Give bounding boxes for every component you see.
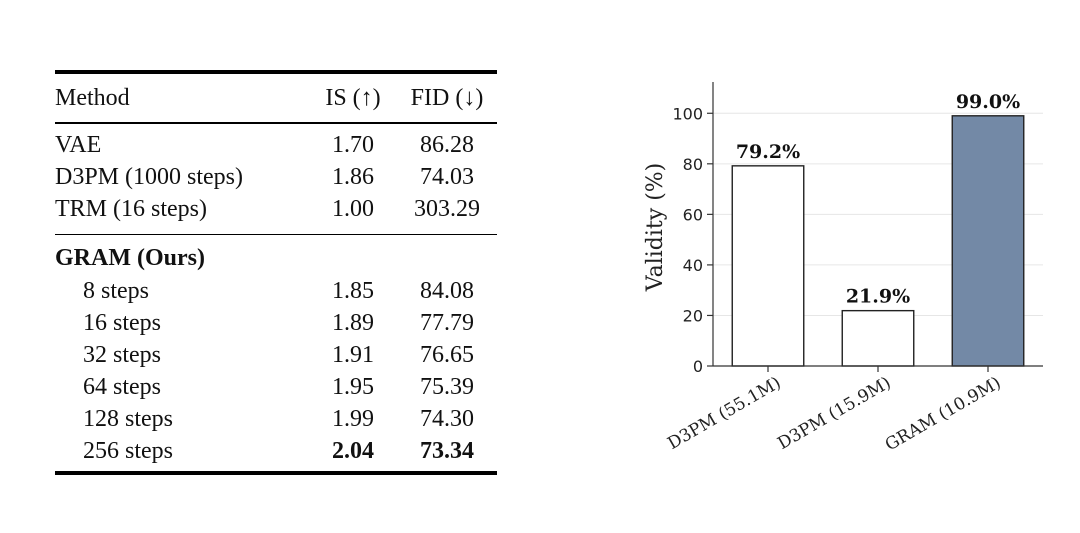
table-row: TRM (16 steps) 1.00 303.29 <box>55 194 497 226</box>
row-is: 1.89 <box>332 309 374 336</box>
y-tick-label: 80 <box>683 155 703 174</box>
row-fid: 74.30 <box>420 405 474 432</box>
bar <box>731 165 805 367</box>
x-tick-label: GRAM (10.9M) <box>882 373 1005 455</box>
row-fid: 77.79 <box>420 309 474 336</box>
row-method: 256 steps <box>83 437 173 464</box>
table-row: 256 steps 2.04 73.34 <box>55 435 497 467</box>
row-method: 128 steps <box>83 405 173 432</box>
table-row: 64 steps 1.95 75.39 <box>55 371 497 403</box>
group-label: GRAM (Ours) <box>55 244 205 271</box>
header-is: IS (↑) <box>325 84 381 111</box>
row-method: 16 steps <box>83 309 161 336</box>
bar <box>841 309 915 367</box>
row-is: 1.70 <box>332 132 374 158</box>
data-label: 79.2% <box>736 141 800 163</box>
baseline-rows: VAE 1.70 86.28 D3PM (1000 steps) 1.86 74… <box>55 124 497 234</box>
row-fid: 86.28 <box>420 132 474 158</box>
row-method: 64 steps <box>83 373 161 400</box>
table-row: 32 steps 1.91 76.65 <box>55 339 497 371</box>
table-row: 8 steps 1.85 84.08 <box>55 275 497 307</box>
row-fid: 303.29 <box>414 196 480 222</box>
bars <box>731 115 1025 367</box>
table-header-rule <box>55 122 497 124</box>
x-tick-label: D3PM (55.1M) <box>664 373 784 454</box>
axes: 0 20 40 60 80 100 <box>672 82 1043 376</box>
results-table: Method IS (↑) FID (↓) VAE 1.70 86.28 D3P… <box>55 70 497 475</box>
group-label-row: GRAM (Ours) <box>55 241 497 275</box>
row-fid-best: 73.34 <box>420 437 474 464</box>
table-top-rule <box>55 70 497 74</box>
header-method: Method <box>55 84 130 111</box>
row-method: 32 steps <box>83 341 161 368</box>
y-axis-label: Validity (%) <box>643 163 668 293</box>
ours-rows: GRAM (Ours) 8 steps 1.85 84.08 16 steps … <box>55 235 497 471</box>
row-fid: 76.65 <box>420 341 474 368</box>
table-bottom-rule <box>55 471 497 475</box>
data-label: 99.0% <box>956 91 1020 113</box>
row-method: D3PM (1000 steps) <box>55 164 244 190</box>
row-is: 1.99 <box>332 405 374 432</box>
row-is: 1.91 <box>332 341 374 368</box>
y-tick-label: 20 <box>683 306 703 325</box>
y-tick-label: 0 <box>693 357 703 376</box>
data-label: 21.9% <box>846 286 910 308</box>
y-tick-label: 100 <box>672 104 703 123</box>
row-fid: 74.03 <box>420 164 474 190</box>
row-method: TRM (16 steps) <box>55 196 207 222</box>
header-fid: FID (↓) <box>410 84 484 111</box>
row-method: VAE <box>55 132 102 158</box>
row-is: 1.86 <box>332 164 374 190</box>
row-method: 8 steps <box>83 277 149 304</box>
row-is: 1.00 <box>332 196 374 222</box>
row-fid: 84.08 <box>420 277 474 304</box>
table-header-row: Method IS (↑) FID (↓) <box>55 74 497 122</box>
x-tick-label: D3PM (15.9M) <box>774 373 894 454</box>
row-is-best: 2.04 <box>332 437 374 464</box>
table-row: 16 steps 1.89 77.79 <box>55 307 497 339</box>
table-group-rule <box>55 233 497 235</box>
row-fid: 75.39 <box>420 373 474 400</box>
row-is: 1.95 <box>332 373 374 400</box>
bar <box>951 115 1025 367</box>
y-tick-label: 60 <box>683 205 703 224</box>
table-row: D3PM (1000 steps) 1.86 74.03 <box>55 162 497 194</box>
y-tick-label: 40 <box>683 256 703 275</box>
row-is: 1.85 <box>332 277 374 304</box>
table-row: 128 steps 1.99 74.30 <box>55 403 497 435</box>
table-row: VAE 1.70 86.28 <box>55 130 497 162</box>
validity-bar-chart: 0 20 40 60 80 100 79.2% D3PM (55.1M) 21.9% D3PM … <box>643 82 1043 455</box>
